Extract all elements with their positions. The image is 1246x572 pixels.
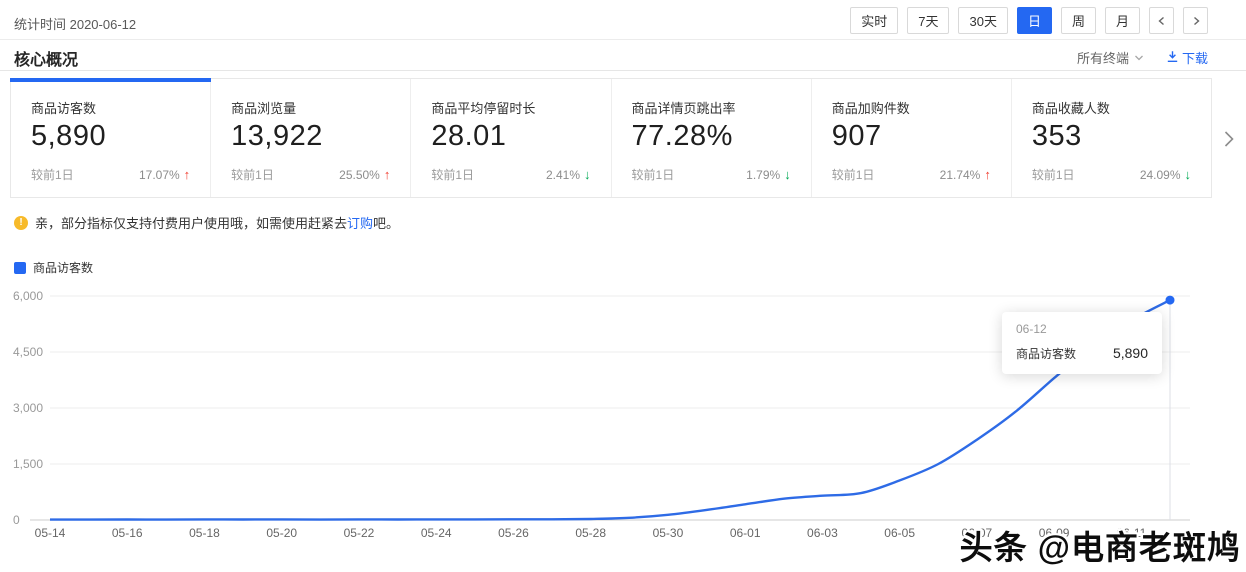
svg-text:06-03: 06-03: [807, 526, 838, 540]
svg-text:06-05: 06-05: [884, 526, 915, 540]
svg-text:1,500: 1,500: [13, 457, 43, 471]
chevron-right-icon: [1191, 16, 1201, 26]
download-icon: [1166, 50, 1179, 66]
svg-text:05-18: 05-18: [189, 526, 220, 540]
date-range-group: 实时 7天 30天 日 周 月: [850, 7, 1208, 34]
compare-label: 较前1日: [431, 168, 475, 182]
prev-date-button[interactable]: [1149, 7, 1174, 34]
metric-title: 商品访客数: [31, 101, 97, 116]
metric-title: 商品平均停留时长: [431, 101, 536, 116]
svg-text:05-30: 05-30: [653, 526, 684, 540]
cards-next-button[interactable]: [1216, 128, 1242, 154]
compare-label: 较前1日: [1031, 168, 1075, 182]
notice-text-suffix: 吧。: [373, 216, 400, 231]
chevron-right-icon: [1223, 130, 1235, 153]
compare-label: 较前1日: [231, 168, 274, 182]
metric-value: 77.28%: [631, 120, 733, 152]
svg-text:05-22: 05-22: [344, 526, 375, 540]
tooltip-series-label: 商品访客数: [1016, 347, 1077, 361]
legend-swatch-icon: [14, 261, 26, 274]
trend-arrow-icon: ↑: [183, 167, 191, 182]
metric-cards-row: 商品访客数 5,890 较前1日 17.07% ↑ 商品浏览量 13,922 较前…: [9, 78, 1212, 198]
change-percent: 21.74%: [939, 167, 981, 182]
page-title: 核心概况: [14, 52, 79, 69]
metric-card-avg-stay[interactable]: 商品平均停留时长 28.01 较前1日 2.41% ↓: [411, 79, 612, 197]
change-percent: 24.09%: [1139, 167, 1181, 182]
chart-legend[interactable]: 商品访客数: [14, 259, 93, 276]
terminal-filter-label: 所有终端: [1076, 51, 1129, 66]
compare-label: 较前1日: [31, 168, 74, 182]
toutiao-watermark: 头条 @电商老斑鸠: [959, 529, 1241, 566]
change-percent: 25.50%: [339, 167, 380, 182]
change-percent: 1.79%: [746, 167, 781, 182]
svg-text:0: 0: [13, 513, 20, 527]
svg-text:05-20: 05-20: [266, 526, 297, 540]
next-date-button[interactable]: [1183, 7, 1208, 34]
visitors-line-chart[interactable]: 0 1,500 3,000 4,500 6,000 05-14 05-16 05-18 05-2…: [0, 282, 1246, 562]
range-month-button[interactable]: 月: [1104, 7, 1140, 34]
metric-card-bounce-rate[interactable]: 商品详情页跳出率 77.28% 较前1日 1.79% ↓: [612, 79, 812, 197]
metric-value: 5,890: [31, 120, 107, 152]
trend-arrow-icon: ↓: [1184, 167, 1192, 182]
download-label: 下载: [1181, 51, 1208, 66]
notice-text: 亲，部分指标仅支持付费用户使用哦，如需使用赶紧去: [35, 216, 348, 231]
svg-text:06-11: 06-11: [1116, 526, 1146, 540]
svg-text:06-09: 06-09: [1039, 526, 1070, 540]
metric-card-visitors[interactable]: 商品访客数 5,890 较前1日 17.07% ↑: [9, 78, 212, 197]
chevron-down-icon: [1134, 50, 1144, 65]
subscribe-link[interactable]: 订购: [347, 216, 374, 231]
legend-label: 商品访客数: [33, 261, 94, 275]
download-button[interactable]: 下载: [1166, 48, 1208, 67]
change-percent: 2.41%: [545, 167, 581, 182]
trend-arrow-icon: ↑: [383, 167, 391, 182]
metric-value: 353: [1031, 120, 1082, 152]
metric-card-favorites[interactable]: 商品收藏人数 353 较前1日 24.09% ↓: [1012, 79, 1211, 197]
tooltip-value: 5,890: [1112, 345, 1148, 361]
svg-text:06-07: 06-07: [962, 526, 993, 540]
header-divider: [0, 70, 1246, 71]
svg-text:6,000: 6,000: [13, 289, 43, 303]
upgrade-notice: ! 亲，部分指标仅支持付费用户使用哦，如需使用赶紧去 订购 吧。: [14, 213, 399, 232]
metric-title: 商品详情页跳出率: [631, 101, 736, 116]
svg-text:05-24: 05-24: [421, 526, 452, 540]
compare-label: 较前1日: [631, 168, 675, 182]
stat-time-label: 统计时间 2020-06-12: [14, 17, 137, 32]
svg-text:05-14: 05-14: [35, 526, 66, 540]
compare-label: 较前1日: [831, 168, 875, 182]
range-30d-button[interactable]: 30天: [958, 7, 1008, 34]
chevron-left-icon: [1157, 16, 1167, 26]
change-percent: 17.07%: [138, 167, 180, 182]
svg-text:05-28: 05-28: [575, 526, 606, 540]
metric-title: 商品浏览量: [231, 101, 297, 116]
metric-title: 商品收藏人数: [1031, 101, 1110, 116]
warning-icon: !: [14, 215, 28, 230]
metric-title: 商品加购件数: [831, 101, 910, 116]
svg-text:4,500: 4,500: [13, 345, 43, 359]
svg-text:06-01: 06-01: [730, 526, 761, 540]
metric-card-pageviews[interactable]: 商品浏览量 13,922 较前1日 25.50% ↑: [211, 79, 412, 197]
trend-arrow-icon: ↓: [584, 167, 591, 182]
svg-text:05-16: 05-16: [112, 526, 143, 540]
range-realtime-button[interactable]: 实时: [850, 7, 899, 34]
chart-tooltip: 06-12 商品访客数 5,890: [1002, 312, 1162, 374]
range-day-button[interactable]: 日: [1016, 7, 1052, 34]
trend-arrow-icon: ↑: [984, 167, 991, 182]
trend-arrow-icon: ↓: [784, 167, 791, 182]
tooltip-date: 06-12: [1016, 322, 1047, 336]
metric-value: 28.01: [431, 120, 507, 152]
metric-value: 13,922: [231, 120, 323, 152]
svg-text:3,000: 3,000: [13, 401, 43, 415]
svg-text:05-26: 05-26: [498, 526, 529, 540]
metric-card-add-to-cart[interactable]: 商品加购件数 907 较前1日 21.74% ↑: [812, 79, 1012, 197]
header-actions: 所有终端 下载: [1077, 48, 1208, 67]
metric-value: 907: [831, 120, 882, 152]
topbar: 统计时间 2020-06-12 实时 7天 30天 日 周 月: [0, 0, 1246, 40]
terminal-filter-dropdown[interactable]: 所有终端: [1077, 48, 1144, 67]
range-week-button[interactable]: 周: [1060, 7, 1096, 34]
range-7d-button[interactable]: 7天: [907, 7, 950, 34]
